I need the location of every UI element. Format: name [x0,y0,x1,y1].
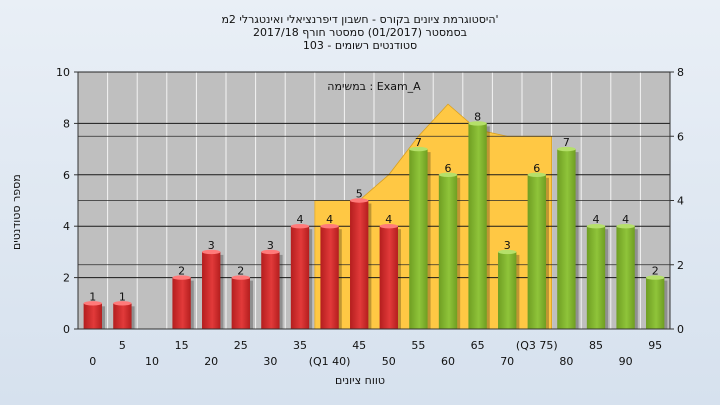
y2-tick-label: 8 [677,66,684,79]
bar-top-cap [438,172,458,177]
bar-data-label: 4 [622,213,629,226]
bar-data-label: 4 [593,213,600,226]
bar-top-cap [379,224,398,229]
bar-top-cap [83,301,102,306]
x-tick-label: 35 [293,339,307,352]
bar-data-label: 3 [504,239,511,252]
bar-data-label: 4 [297,213,304,226]
bar-data-label: 2 [652,265,659,278]
x-tick-label: 60 [441,355,455,368]
x-tick-label: 20 [204,355,218,368]
bar-top-cap [616,224,635,229]
bar-data-label: 4 [326,213,333,226]
bar-pass [468,123,487,330]
bar-top-cap [646,275,665,280]
y2-tick-label: 2 [677,259,684,272]
bar-data-label: 4 [385,213,392,226]
x-tick-label: 90 [619,355,633,368]
bar-top-cap [320,224,339,229]
bar-fail [320,226,339,329]
x-tick-label: 25 [234,339,248,352]
y-tick-label: 2 [63,272,70,285]
chart-title-line-2: בסמסטר (01/2017) סמסטר חורף 2017/18 [253,26,467,39]
bar-data-label: 5 [356,188,363,201]
bar-data-label: 3 [208,239,215,252]
bar-top-cap [557,146,576,152]
bar-fail [379,226,398,329]
bar-pass [409,149,428,329]
bar-pass [646,277,665,329]
bar-top-cap [409,146,428,152]
x-tick-label: 85 [589,339,603,352]
y-axis-label: מספר סטודנטים [10,174,23,250]
x-tick-label: 65 [471,339,485,352]
bar-pass [498,251,517,329]
bar-fail [350,200,369,329]
bar-top-cap [527,172,546,177]
y2-tick-label: 6 [677,130,684,143]
y-tick-label: 4 [63,220,70,233]
y2-tick-label: 0 [677,323,684,336]
task-annotation: במשימה : Exam_A [327,80,421,93]
x-tick-label: (Q1 40) [309,355,351,368]
chart-title-line-1: היסטוגרמת ציונים בקורס - חשבון דיפרנציאל… [221,13,499,26]
x-tick-label: 55 [411,339,425,352]
bar-pass [586,226,606,329]
x-axis-label: טווח ציונים [335,374,385,387]
bar-data-label: 1 [119,290,126,303]
bar-data-label: 1 [89,290,96,303]
x-tick-label: 45 [352,339,366,352]
x-tick-label: 30 [263,355,277,368]
bar-fail [231,277,250,329]
y-tick-label: 10 [56,66,70,79]
y-tick-label: 8 [63,117,70,130]
bar-data-label: 8 [474,110,481,123]
bar-fail [83,303,102,329]
bar-pass [527,174,546,329]
bar-top-cap [113,301,132,306]
bar-pass [438,174,458,329]
bar-fail [290,226,310,329]
bar-top-cap [468,121,487,126]
bar-top-cap [202,249,221,255]
bar-data-label: 6 [533,162,540,175]
x-tick-label: 0 [89,355,96,368]
x-tick-label: 95 [648,339,662,352]
chart-title-line-3: סטודנטים רשומים - 103 [302,39,418,52]
x-tick-label: 70 [500,355,514,368]
bar-data-label: 6 [445,162,452,175]
bar-data-label: 7 [563,136,570,149]
bar-fail [202,251,221,329]
bar-top-cap [172,275,191,280]
bar-data-label: 3 [267,239,274,252]
bar-data-label: 2 [237,265,244,278]
bar-top-cap [290,224,310,229]
y-tick-label: 0 [63,323,70,336]
x-tick-label: 5 [119,339,126,352]
bar-fail [113,303,132,329]
y2-tick-label: 4 [677,195,684,208]
y-tick-label: 6 [63,169,70,182]
bar-data-label: 7 [415,136,422,149]
bar-fail [172,277,191,329]
x-tick-label: 15 [175,339,189,352]
bar-top-cap [586,224,606,229]
x-tick-label: 50 [382,355,396,368]
bar-pass [557,149,576,329]
bar-top-cap [350,198,369,203]
x-tick-label: 10 [145,355,159,368]
bar-data-label: 2 [178,265,185,278]
x-tick-label: 80 [559,355,573,368]
bar-pass [616,226,635,329]
bar-top-cap [261,249,280,255]
bar-fail [261,251,280,329]
bar-top-cap [231,275,250,280]
bar-top-cap [498,249,517,255]
x-tick-label: (Q3 75) [516,339,558,352]
